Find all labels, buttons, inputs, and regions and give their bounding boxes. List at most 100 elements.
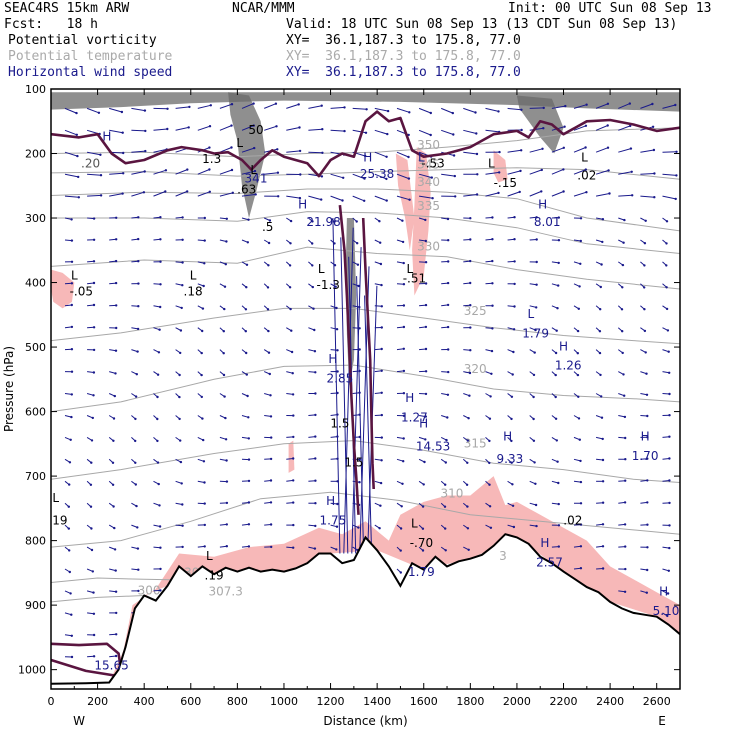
wind-arrowhead: [378, 220, 381, 223]
wind-arrow: [286, 127, 300, 131]
field-label-43: 1.70: [632, 449, 659, 463]
wind-arrowhead: [675, 150, 678, 153]
wind-arrowhead: [644, 219, 647, 222]
wind-arrowhead: [179, 329, 183, 332]
wind-arrowhead: [357, 284, 360, 288]
field-label-26: -1.3: [316, 278, 339, 292]
wind-arrowhead: [70, 655, 74, 659]
wind-arrowhead: [579, 262, 582, 265]
wind-arrowhead: [144, 149, 147, 153]
wind-arrowhead: [598, 330, 602, 333]
field-label-32: 2.85: [327, 372, 354, 386]
wind-arrowhead: [408, 111, 411, 114]
wind-arrow: [241, 193, 256, 197]
wind-arrowhead: [222, 330, 225, 333]
wind-arrowhead: [667, 350, 670, 353]
wind-arrowhead: [668, 524, 671, 527]
wind-arrow: [418, 173, 432, 179]
wind-arrowhead: [601, 218, 605, 221]
wind-arrowhead: [534, 503, 538, 507]
wind-arrowhead: [469, 281, 472, 285]
wind-arrowhead: [600, 395, 603, 398]
wind-arrowhead: [385, 155, 388, 158]
wind-arrowhead: [540, 168, 543, 172]
wind-arrow: [529, 107, 544, 109]
wind-arrowhead: [277, 195, 280, 198]
field-label-2: L: [236, 136, 243, 150]
wind-arrowhead: [70, 218, 73, 221]
wind-arrowhead: [623, 394, 626, 397]
wind-arrowhead: [269, 479, 273, 482]
forecast-hour: Fcst: 18 h: [4, 17, 98, 32]
wind-arrowhead: [513, 260, 516, 263]
wind-arrowhead: [622, 373, 625, 376]
wind-arrowhead: [336, 502, 339, 506]
wind-arrowhead: [156, 439, 159, 443]
wind-arrowhead: [158, 504, 161, 507]
wind-arrowhead: [674, 197, 677, 201]
wind-arrowhead: [533, 351, 536, 354]
wind-arrowhead: [114, 372, 117, 375]
updraft-arrow: [332, 217, 341, 554]
wind-arrowhead: [557, 545, 560, 548]
wind-arrowhead: [343, 106, 346, 109]
wind-arrowhead: [209, 104, 212, 107]
wind-arrowhead: [70, 325, 74, 329]
wind-arrowhead: [401, 219, 404, 222]
wind-arrowhead: [202, 460, 206, 463]
x-tick-label-600: 600: [180, 695, 201, 708]
wind-arrowhead: [511, 483, 514, 486]
y-axis-label: Pressure (hPa): [2, 346, 16, 432]
wind-arrowhead: [92, 281, 96, 285]
wind-arrowhead: [225, 459, 228, 462]
wind-arrowhead: [668, 435, 671, 438]
theta-contour-label-5: 325: [464, 304, 487, 318]
wind-arrowhead: [269, 501, 273, 504]
wind-arrow: [286, 103, 299, 109]
wind-arrowhead: [512, 328, 516, 331]
wind-arrowhead: [518, 190, 521, 194]
field-label-23: L: [190, 268, 197, 282]
wind-arrow: [573, 125, 587, 131]
wind-arrowhead: [379, 504, 382, 507]
x-tick-label-2200: 2200: [550, 695, 578, 708]
wind-arrow: [640, 149, 654, 153]
wind-arrow: [618, 171, 632, 175]
wind-arrowhead: [179, 439, 182, 442]
y-tick-label-600: 600: [25, 406, 46, 419]
wind-arrowhead: [491, 238, 494, 241]
wind-arrowhead: [402, 460, 405, 463]
theta-contour-330: [51, 246, 680, 290]
field-label-34: 1.26: [555, 359, 582, 373]
wind-arrowhead: [475, 132, 478, 135]
wind-arrowhead: [288, 264, 292, 267]
wind-arrowhead: [555, 329, 558, 332]
field-label-53: .19: [205, 568, 224, 582]
wind-arrowhead: [423, 460, 426, 464]
wind-arrowhead: [358, 481, 361, 484]
wind-arrow: [485, 129, 500, 133]
wind-arrowhead: [402, 437, 405, 440]
field-label-8: H: [363, 150, 372, 164]
wind-arrowhead: [424, 218, 427, 222]
wind-arrowhead: [623, 590, 627, 593]
x-tick-label-1400: 1400: [363, 695, 391, 708]
wind-arrowhead: [497, 191, 500, 195]
wind-arrowhead: [599, 285, 602, 289]
wind-arrowhead: [246, 394, 249, 398]
wind-arrow: [308, 105, 322, 109]
wind-arrow: [662, 104, 676, 109]
wind-arrow: [529, 169, 542, 175]
wind-arrowhead: [159, 216, 162, 219]
wind-arrowhead: [579, 567, 583, 570]
wind-arrowhead: [380, 459, 383, 462]
field-label-24: .18: [184, 285, 203, 299]
wind-arrowhead: [200, 395, 203, 399]
wind-arrowhead: [452, 154, 456, 157]
wind-arrowhead: [186, 168, 189, 171]
wind-arrowhead: [475, 152, 479, 156]
wind-arrowhead: [298, 149, 302, 153]
theta-contour-label-8: 340: [417, 175, 440, 189]
shaded-region-3: [493, 150, 508, 183]
wind-arrowhead: [624, 545, 627, 548]
